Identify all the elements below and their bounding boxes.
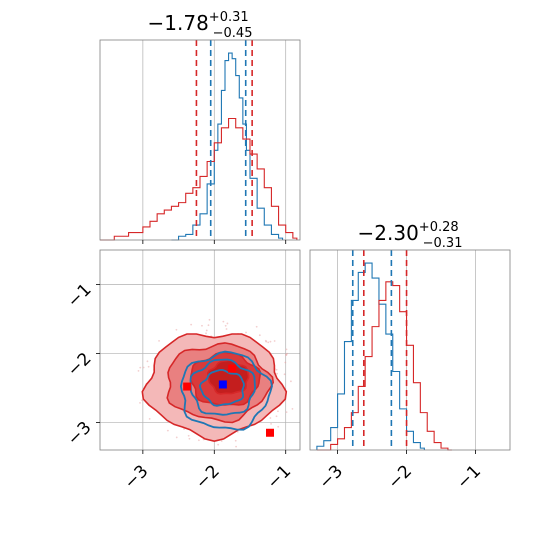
sample-dot bbox=[137, 369, 140, 372]
point-marker bbox=[266, 428, 274, 437]
histogram-series bbox=[316, 262, 452, 451]
sample-dot bbox=[158, 339, 160, 342]
point-marker bbox=[228, 364, 237, 373]
x-ticks bbox=[142, 240, 287, 244]
y-tick-label: −2 bbox=[64, 349, 96, 381]
sample-dot bbox=[142, 366, 145, 369]
sample-dot bbox=[226, 322, 229, 325]
histogram-panel-2: −2.30+0.28 −0.31 −3 −2 −1 bbox=[309, 220, 511, 493]
sample-dot bbox=[277, 410, 279, 413]
sample-dot bbox=[222, 320, 225, 323]
sample-dot bbox=[273, 340, 276, 342]
x-tick-label: −1 bbox=[263, 461, 295, 493]
panel-frame bbox=[309, 249, 511, 451]
point-marker bbox=[183, 382, 192, 391]
x-tick-label: −2 bbox=[192, 461, 224, 493]
sample-dot bbox=[275, 415, 278, 418]
sample-dot bbox=[245, 331, 247, 334]
sample-dot bbox=[197, 439, 200, 442]
contour-line-level bbox=[179, 350, 273, 431]
histogram-step-line bbox=[171, 52, 284, 241]
histogram-panel-1: −1.78+0.31 −0.45 bbox=[99, 10, 301, 244]
sample-dot bbox=[205, 332, 207, 335]
sample-dot bbox=[286, 352, 289, 355]
sample-dot bbox=[208, 318, 211, 321]
histogram-series bbox=[100, 52, 298, 241]
histogram-step-line bbox=[316, 262, 425, 450]
contour-layers bbox=[141, 333, 288, 443]
sample-dot bbox=[220, 440, 223, 442]
sample-dot bbox=[277, 425, 280, 428]
sample-dot bbox=[139, 402, 141, 404]
y-tick-label: −3 bbox=[64, 418, 96, 450]
sample-dot bbox=[267, 341, 270, 344]
sample-dot bbox=[235, 445, 237, 448]
y-tick-label: −1 bbox=[64, 280, 96, 312]
sample-dot bbox=[285, 411, 288, 414]
sample-dot bbox=[141, 399, 143, 402]
sample-dot bbox=[188, 437, 191, 440]
sample-dot bbox=[225, 328, 228, 330]
sample-dot bbox=[190, 323, 193, 326]
grid-lines bbox=[142, 40, 287, 240]
x-ticks: −3 −2 −1 bbox=[315, 450, 485, 493]
sample-dot bbox=[217, 443, 220, 446]
sample-dot bbox=[255, 325, 258, 328]
sample-dot bbox=[148, 417, 151, 420]
sample-dot bbox=[166, 429, 169, 432]
panel-frame bbox=[99, 249, 301, 451]
sample-dot bbox=[269, 340, 272, 343]
sample-dot bbox=[269, 417, 272, 419]
histogram-step-line bbox=[316, 281, 452, 451]
sample-dot bbox=[207, 324, 210, 327]
sample-dot bbox=[201, 324, 203, 327]
quantile-lines bbox=[351, 250, 408, 450]
sample-dot bbox=[234, 439, 237, 442]
panel-frame bbox=[99, 39, 301, 241]
sample-dot bbox=[205, 329, 208, 332]
sample-dot bbox=[175, 328, 178, 331]
sample-dot bbox=[265, 340, 268, 343]
sample-dot bbox=[175, 436, 178, 439]
sample-dot bbox=[183, 428, 185, 430]
sample-dot bbox=[187, 434, 190, 437]
sample-dot bbox=[285, 348, 288, 351]
panel-title-2: −2.30+0.28 −0.31 bbox=[358, 220, 463, 251]
x-tick-label: −3 bbox=[121, 461, 153, 493]
x-ticks: −3 −2 −1 bbox=[121, 450, 295, 493]
sample-dot bbox=[275, 368, 278, 371]
markers bbox=[183, 364, 274, 437]
histogram-step-line bbox=[100, 117, 298, 241]
sample-dot bbox=[291, 407, 294, 410]
x-tick-label: −2 bbox=[384, 461, 416, 493]
sample-dot bbox=[285, 354, 288, 357]
panel-title-1: −1.78+0.31 −0.45 bbox=[148, 10, 253, 41]
sample-dot bbox=[139, 366, 142, 369]
sample-dot bbox=[283, 373, 286, 376]
x-tick-label: −1 bbox=[453, 461, 485, 493]
sample-dot bbox=[276, 372, 278, 375]
sample-dot bbox=[224, 324, 227, 327]
sample-dot bbox=[270, 422, 272, 425]
sample-dot bbox=[258, 334, 261, 337]
sample-dot bbox=[146, 360, 149, 363]
quantile-lines bbox=[195, 40, 253, 240]
x-tick-label: −3 bbox=[315, 461, 347, 493]
joint-panel: −3 −2 −1 −1 −2 −3 bbox=[64, 249, 301, 493]
sample-dot bbox=[284, 361, 287, 364]
y-ticks: −1 −2 −3 bbox=[64, 280, 100, 450]
sample-dot bbox=[147, 365, 150, 368]
contour-line-level bbox=[198, 369, 245, 407]
point-marker bbox=[218, 380, 227, 389]
sample-dot bbox=[290, 380, 292, 383]
